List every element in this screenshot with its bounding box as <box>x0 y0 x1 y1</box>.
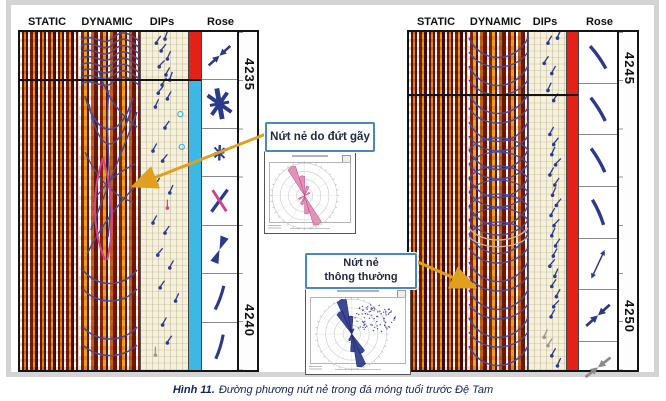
inset-microtext <box>309 366 322 371</box>
rose-cell <box>202 177 237 226</box>
track-header-row: STATIC DYNAMIC DIPs Rose <box>18 6 259 30</box>
fault-fracture-rose-inset <box>264 151 356 234</box>
figure-caption-label: Hình 11. <box>172 383 215 396</box>
rose-cell <box>202 274 237 323</box>
rose-cell <box>579 342 617 393</box>
inset-microtext <box>290 227 330 229</box>
common-fracture-rose-inset <box>305 286 411 375</box>
track-header-dynamic: DYNAMIC <box>469 16 522 28</box>
inset-microtext <box>268 225 281 230</box>
dip-tadpoles <box>151 32 185 357</box>
rose-cell <box>202 226 237 275</box>
rose-cell <box>202 80 237 129</box>
fault-rose-diagram <box>270 161 339 231</box>
static-image-track <box>20 32 78 370</box>
rose-cell <box>579 187 617 239</box>
inset-plot-border <box>269 162 351 223</box>
callout-fault-text: Nứt nẻ do đứt gãy <box>270 131 370 143</box>
dynamic-image-track <box>78 32 140 370</box>
depth-label: 4245 <box>622 52 637 85</box>
caption-bar: Hình 11. Đường phương nứt nẻ trong đá món… <box>0 378 666 401</box>
fault-zone-flag <box>567 32 578 370</box>
log-box: 4235 4240 <box>18 30 259 372</box>
track-header-dynamic: DYNAMIC <box>81 16 133 28</box>
figure-caption: Hình 11. Đường phương nứt nẻ trong đá món… <box>173 384 493 396</box>
callout-common-text-line2: thông thường <box>324 271 398 283</box>
depth-track: 4235 4240 <box>237 32 257 370</box>
interval-colorbar <box>566 32 578 370</box>
figure-caption-text: Đường phương nứt nẻ trong đá móng tuổi t… <box>218 383 494 396</box>
fracture-sinusoids <box>80 32 140 357</box>
rose-track <box>201 32 237 370</box>
static-image-track <box>409 32 467 370</box>
rose-cell <box>579 290 617 342</box>
fracture-sinusoids <box>468 37 529 367</box>
rose-cell <box>579 32 617 84</box>
well-log-panel-left: STATIC DYNAMIC DIPs Rose 4235 4240 <box>18 6 259 372</box>
rose-cell <box>579 135 617 187</box>
well-log-panel-right: STATIC DYNAMIC DIPs Rose <box>407 6 639 379</box>
depth-label: 4235 <box>242 58 257 91</box>
rose-cell <box>202 323 237 370</box>
track-header-static: STATIC <box>27 16 67 28</box>
dynamic-image-track <box>467 32 529 370</box>
dips-track <box>140 32 188 370</box>
callout-common-text-line1: Nứt nẻ <box>343 257 379 270</box>
inset-microtext <box>337 290 379 292</box>
depth-track: 4245 4250 <box>617 32 637 370</box>
track-header-dips: DIPs <box>532 16 558 28</box>
rose-cell <box>202 129 237 178</box>
fracture-interval-flag <box>189 79 201 370</box>
depth-label: 4240 <box>242 304 257 337</box>
track-header-dips: DIPs <box>149 16 175 28</box>
rose-cell <box>202 32 237 81</box>
track-header-row: STATIC DYNAMIC DIPs Rose <box>407 6 639 30</box>
track-header-rose: Rose <box>586 16 613 28</box>
track-header-rose: Rose <box>207 16 234 28</box>
callout-common-fractures: Nứt nẻ thông thường <box>305 253 417 289</box>
zone-boundary-line <box>20 79 201 81</box>
inset-microtext <box>292 155 328 157</box>
rose-cell <box>579 239 617 291</box>
track-header-static: STATIC <box>416 16 456 28</box>
dips-track <box>528 32 566 370</box>
common-rose-diagram <box>314 297 396 371</box>
rose-cell <box>579 84 617 136</box>
log-box: 4245 4250 <box>407 30 639 379</box>
zone-boundary-line <box>409 94 578 96</box>
fault-zone-flag <box>189 32 201 80</box>
dip-tadpoles <box>542 32 562 368</box>
interval-colorbar <box>188 32 201 370</box>
rose-track <box>578 32 617 379</box>
callout-fault-fractures: Nứt nẻ do đứt gãy <box>265 122 375 152</box>
depth-label: 4250 <box>622 300 637 333</box>
